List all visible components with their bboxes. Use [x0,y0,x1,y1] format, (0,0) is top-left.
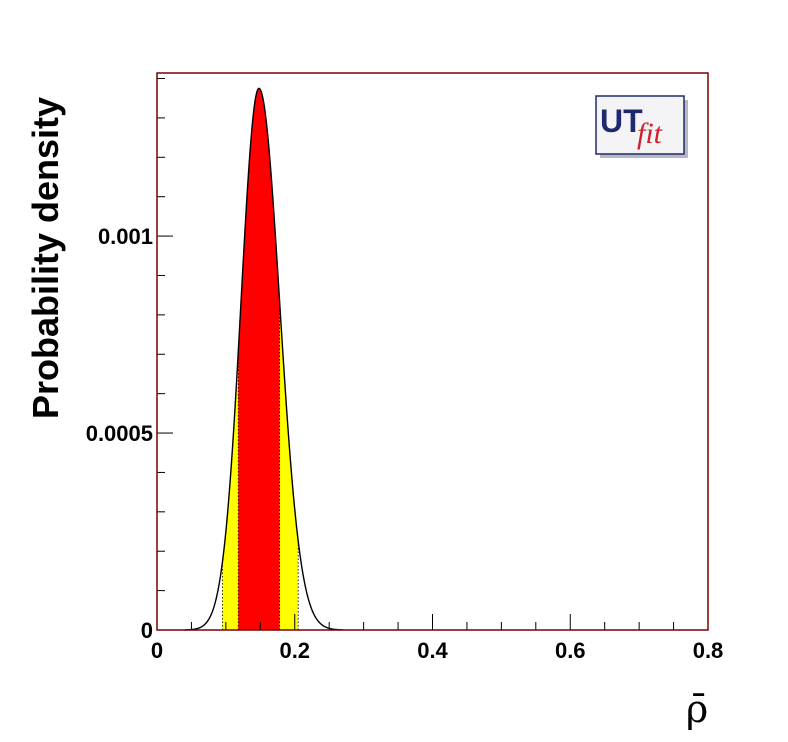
density-curve [184,87,343,631]
x-tick-label-1: 0.2 [279,638,310,663]
y-tick-label-2: 0.001 [98,224,153,249]
x-tick-label-2: 0.4 [417,638,448,663]
y-axis-label: Probability density [25,97,66,419]
y-tick-label-0: 0 [141,618,153,643]
utfit-logo: UT fit [595,95,688,158]
y-tick-label-1: 0.0005 [86,421,153,446]
x-tick-label-0: 0 [151,638,163,663]
x-axis-label: ρ̄ [686,687,708,731]
plot-frame [156,72,709,631]
logo-text-fit: fit [637,117,663,150]
logo-text-ut: UT [600,103,643,139]
region-68pct [238,88,280,631]
y-tick-labels: 0 0.0005 0.001 [86,224,153,643]
x-tick-label-4: 0.8 [693,638,724,663]
y-minor-ticks [157,78,173,631]
logo-box [595,95,685,155]
plot-area [184,87,343,631]
x-tick-labels: 0 0.2 0.4 0.6 0.8 [151,638,723,663]
x-tick-label-3: 0.6 [555,638,586,663]
